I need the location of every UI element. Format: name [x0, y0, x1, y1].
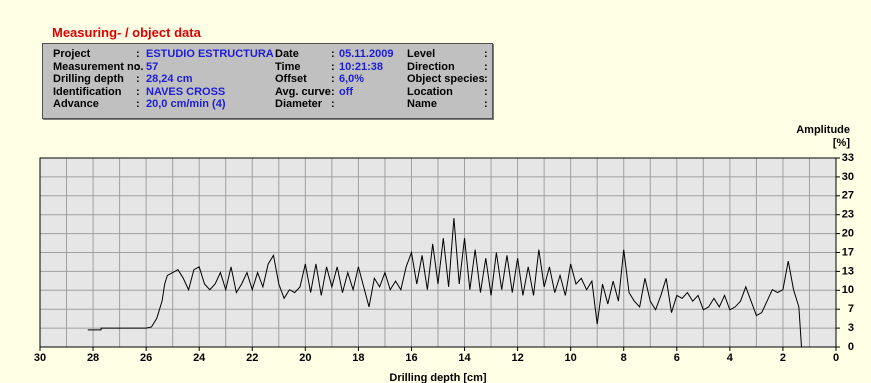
field-separator: : [331, 73, 335, 85]
field-value: 57 [146, 60, 159, 73]
field-label: Offset [275, 73, 307, 85]
field-label: Project [53, 48, 91, 60]
field-label: Avg. curve [275, 85, 331, 98]
field-separator: : [136, 73, 140, 85]
field-value: off [339, 85, 354, 98]
x-tick-label: 14 [458, 352, 471, 364]
field-label: Drilling depth [53, 73, 124, 85]
field-label: Object species [407, 73, 485, 85]
field-separator: : [331, 98, 335, 110]
y-tick-label: 20 [842, 228, 854, 240]
field-label: Date [275, 48, 299, 60]
x-tick-label: 8 [621, 352, 627, 364]
x-tick-label: 24 [193, 352, 206, 364]
x-tick-label: 18 [352, 352, 364, 364]
x-tick-label: 26 [140, 352, 152, 364]
field-separator: : [136, 85, 140, 98]
data-line [87, 218, 836, 348]
y-tick-label: 30 [842, 171, 854, 183]
field-separator: : [136, 98, 140, 110]
x-tick-label: 6 [674, 352, 680, 364]
y-axis-label: [%] [833, 137, 850, 149]
y-tick-label: 33 [842, 152, 854, 164]
x-tick-label: 30 [34, 352, 46, 364]
field-label: Location [407, 85, 453, 98]
y-tick-label: 23 [842, 209, 854, 221]
field-separator: : [484, 85, 488, 98]
y-tick-label: 0 [848, 341, 854, 353]
x-tick-label: 22 [246, 352, 258, 364]
y-tick-label: 3 [848, 322, 854, 334]
field-separator: : [484, 98, 488, 110]
field-separator: : [331, 48, 335, 60]
x-tick-label: 28 [87, 352, 99, 364]
y-tick-label: 10 [842, 284, 854, 296]
page-title: Measuring- / object data [52, 25, 201, 40]
y-tick-label: 13 [842, 265, 854, 277]
field-separator: : [331, 85, 335, 98]
x-tick-label: 20 [299, 352, 311, 364]
field-label: Level [407, 48, 436, 60]
field-separator: : [484, 60, 488, 73]
x-tick-label: 0 [833, 352, 839, 364]
y-axis-label: Amplitude [796, 124, 850, 136]
x-axis-label: Drilling depth [cm] [389, 372, 487, 383]
x-tick-label: 12 [511, 352, 523, 364]
x-tick-label: 10 [565, 352, 577, 364]
y-tick-label: 17 [842, 246, 854, 258]
field-value: 28,24 cm [146, 73, 193, 85]
x-tick-label: 16 [405, 352, 417, 364]
field-value: 20,0 cm/min (4) [146, 98, 226, 110]
field-label: Name [407, 98, 437, 110]
y-tick-label: 27 [842, 190, 854, 202]
field-value: 10:21:38 [339, 60, 384, 73]
field-label: Measurement no. [53, 60, 144, 73]
field-value: 6,0% [339, 73, 365, 85]
field-separator: : [136, 48, 140, 60]
x-tick-label: 4 [727, 352, 734, 364]
field-label: Identification [53, 85, 122, 98]
field-label: Advance [53, 98, 99, 110]
field-separator: : [484, 48, 488, 60]
field-value: 05.11.2009 [339, 48, 394, 60]
info-panel: Project: ESTUDIO ESTRUCTURA Measurement no… [42, 43, 493, 119]
field-label: Time [275, 60, 301, 73]
y-tick-label: 7 [848, 303, 854, 315]
field-value: NAVES CROSS [146, 85, 226, 98]
field-separator: : [136, 60, 140, 73]
field-label: Diameter [275, 98, 323, 110]
field-separator: : [331, 60, 335, 73]
field-separator: : [484, 73, 488, 85]
plot-border [39, 157, 837, 348]
x-tick-label: 2 [780, 352, 786, 364]
field-label: Direction [407, 60, 455, 73]
field-value: ESTUDIO ESTRUCTURA [146, 48, 274, 60]
